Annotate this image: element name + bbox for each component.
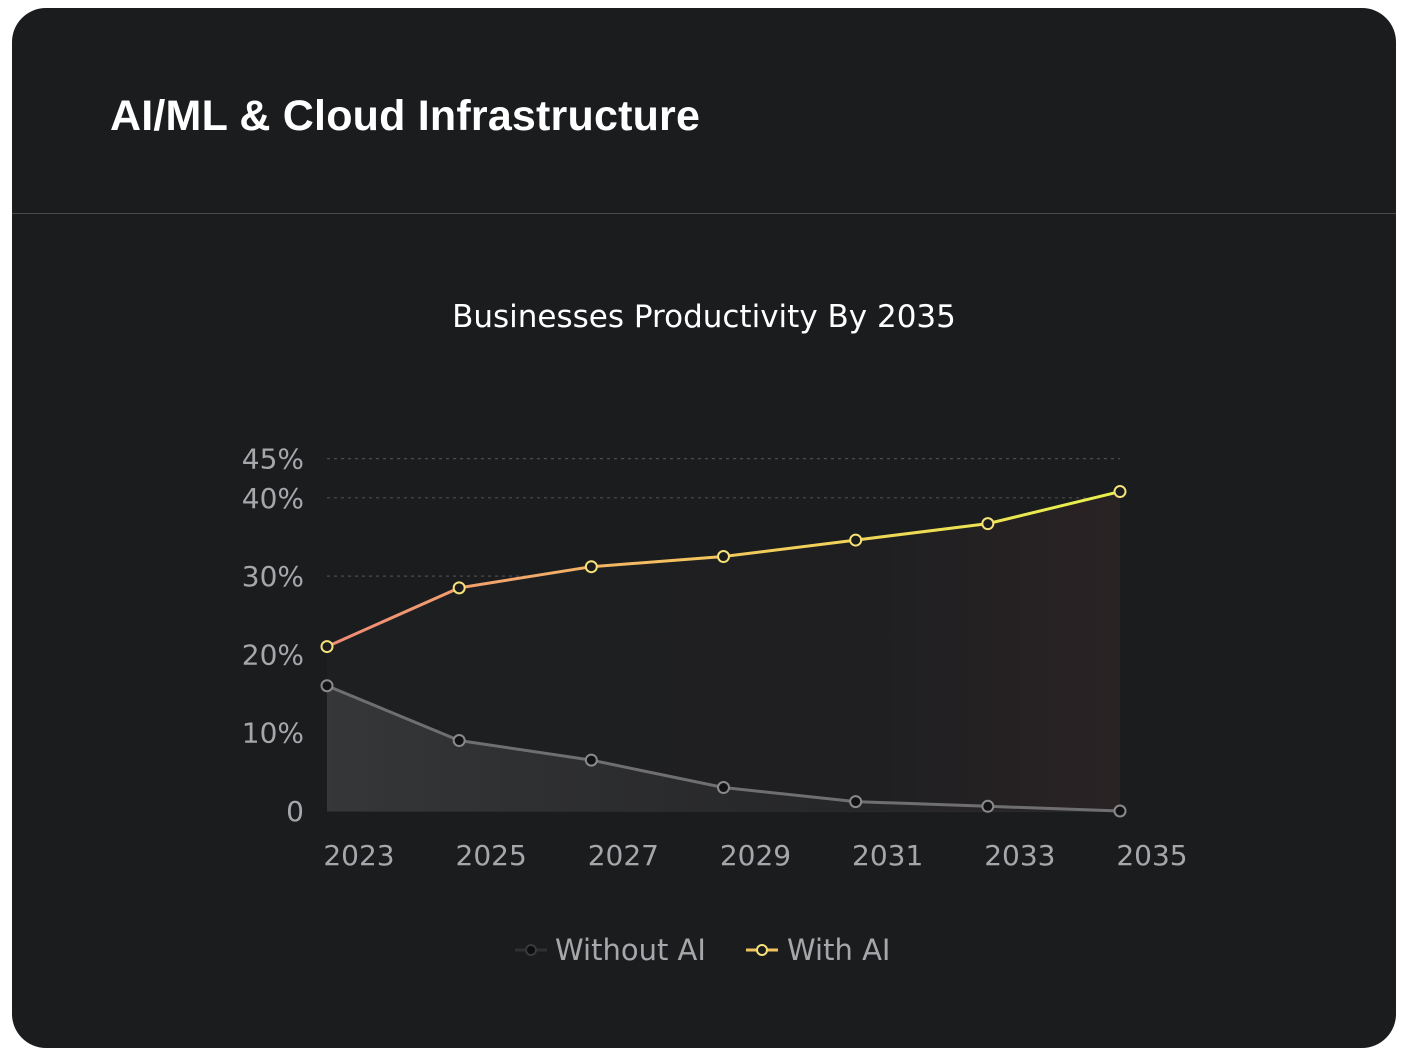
x-tick-label: 2035 bbox=[1116, 839, 1187, 872]
point-with-ai-2025[interactable] bbox=[452, 581, 466, 595]
productivity-line-chart: Businesses Productivity By 2035 0 10% 20% 3… bbox=[242, 299, 1188, 967]
legend-label-with-ai: With AI bbox=[787, 933, 890, 967]
y-tick-label: 45% bbox=[242, 443, 304, 476]
y-tick-label: 10% bbox=[242, 717, 304, 750]
point-with-ai-2031[interactable] bbox=[849, 533, 863, 547]
point-without-ai-2023[interactable] bbox=[320, 679, 334, 693]
legend-label-without-ai: Without AI bbox=[555, 933, 706, 967]
x-tick-label: 2023 bbox=[323, 839, 394, 872]
legend-marker-with-ai bbox=[756, 944, 768, 956]
x-tick-label: 2027 bbox=[588, 839, 659, 872]
point-with-ai-2027[interactable] bbox=[584, 560, 598, 574]
point-with-ai-2029[interactable] bbox=[717, 550, 730, 564]
legend-item-without-ai[interactable]: Without AI bbox=[515, 933, 706, 967]
y-tick-label: 30% bbox=[242, 560, 304, 593]
point-without-ai-2025[interactable] bbox=[452, 734, 466, 748]
legend-marker-without-ai bbox=[525, 944, 537, 956]
point-with-ai-2033[interactable] bbox=[981, 517, 995, 531]
point-without-ai-2033[interactable] bbox=[981, 799, 995, 813]
card-header: AI/ML & Cloud Infrastructure bbox=[12, 8, 1396, 214]
chart-axes: 0 10% 20% 30% 40% 45% 2023 2025 2027 2029 2031 2033… bbox=[242, 443, 1188, 872]
area-with-ai bbox=[327, 491, 1120, 811]
chart-card: AI/ML & Cloud Infrastructure Businesses … bbox=[12, 8, 1396, 1048]
x-tick-label: 2033 bbox=[984, 839, 1055, 872]
point-without-ai-2031[interactable] bbox=[849, 795, 863, 809]
chart-title: Businesses Productivity By 2035 bbox=[452, 299, 956, 335]
area-without-ai bbox=[327, 685, 1120, 811]
point-without-ai-2035[interactable] bbox=[1113, 804, 1127, 818]
point-with-ai-2023[interactable] bbox=[320, 640, 334, 654]
point-without-ai-2027[interactable] bbox=[584, 753, 598, 767]
card-title: AI/ML & Cloud Infrastructure bbox=[110, 92, 701, 140]
y-tick-label: 40% bbox=[242, 482, 304, 515]
point-without-ai-2029[interactable] bbox=[717, 781, 730, 795]
chart-legend[interactable]: Without AI With AI bbox=[515, 933, 890, 967]
chart-markers bbox=[320, 485, 1127, 818]
x-tick-label: 2029 bbox=[720, 839, 791, 872]
chart-areas bbox=[327, 491, 1120, 811]
legend-item-with-ai[interactable]: With AI bbox=[746, 933, 890, 967]
y-tick-label: 0 bbox=[286, 795, 304, 828]
x-tick-label: 2031 bbox=[852, 839, 923, 872]
y-tick-label: 20% bbox=[242, 638, 304, 671]
point-with-ai-2035[interactable] bbox=[1113, 485, 1127, 499]
x-tick-label: 2025 bbox=[456, 839, 527, 872]
